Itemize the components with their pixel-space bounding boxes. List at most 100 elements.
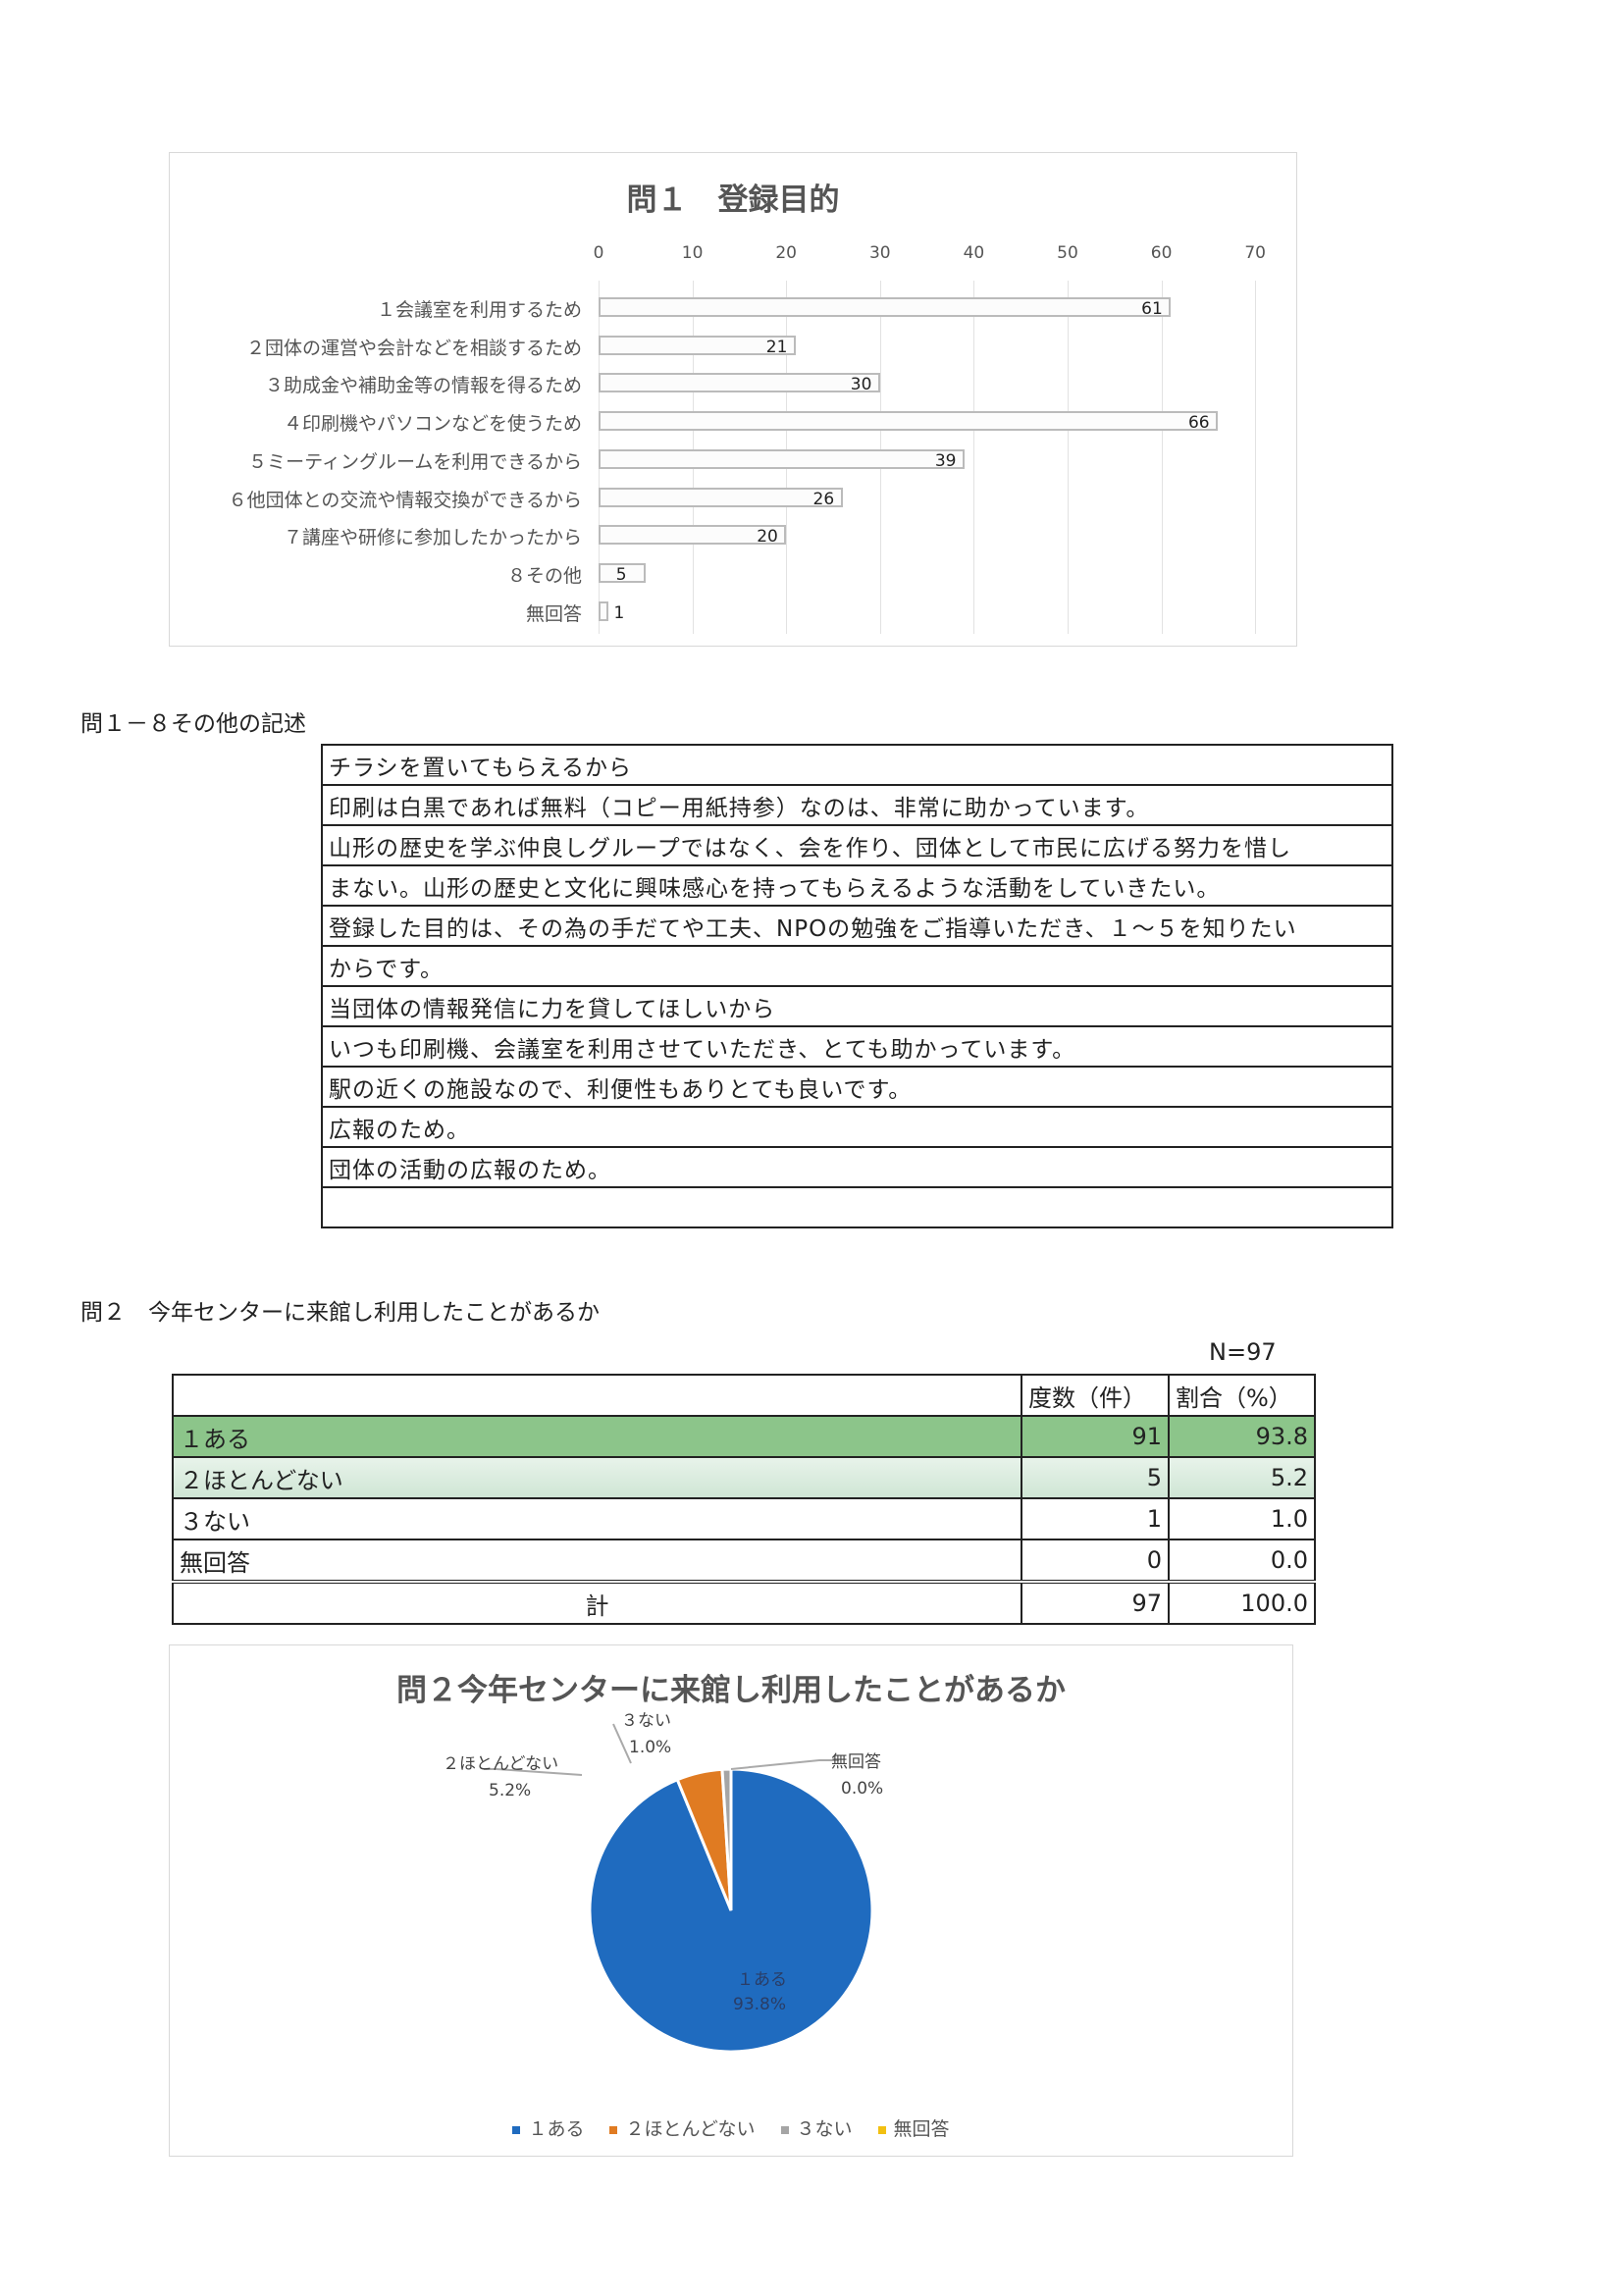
bar-value-label: 21 bbox=[765, 337, 788, 357]
comment-cell: からです。 bbox=[321, 945, 1393, 987]
label-cell: ２ほとんどない bbox=[172, 1456, 1022, 1499]
bar bbox=[599, 297, 1172, 317]
label-cell: ３ない bbox=[172, 1497, 1022, 1540]
legend-item: 無回答 bbox=[877, 2114, 950, 2141]
chart-title: 問１ 登録目的 bbox=[626, 183, 840, 218]
label-cell bbox=[172, 1374, 1022, 1417]
pie-svg bbox=[484, 1723, 874, 2054]
axis-tick-label: 70 bbox=[1244, 243, 1267, 263]
bar bbox=[599, 600, 608, 621]
table-row: まない。山形の歴史と文化に興味感心を持ってもらえるような活動をしていきたい。 bbox=[321, 864, 1393, 907]
table-row: 当団体の情報発信に力を貸してほしいから bbox=[321, 985, 1393, 1027]
table-row: チラシを置いてもらえるから bbox=[321, 744, 1393, 786]
table-row: いつも印刷機、会議室を利用させていただき、とても助かっています。 bbox=[321, 1025, 1393, 1068]
bar bbox=[599, 411, 1218, 432]
comment-cell: まない。山形の歴史と文化に興味感心を持ってもらえるような活動をしていきたい。 bbox=[321, 864, 1393, 907]
table-row: 無回答 0 0.0 bbox=[172, 1539, 1316, 1583]
legend-item: ３ない bbox=[780, 2114, 853, 2141]
comment-cell: 当団体の情報発信に力を貸してほしいから bbox=[321, 985, 1393, 1027]
comment-cell: 印刷は白黒であれば無料（コピー用紙持参）なのは、非常に助かっています。 bbox=[321, 784, 1393, 826]
bar bbox=[599, 335, 796, 355]
axis-tick-label: 10 bbox=[681, 243, 704, 263]
sample-size: N=97 bbox=[1209, 1338, 1277, 1366]
bar-value-label: 20 bbox=[757, 527, 778, 548]
bar bbox=[599, 448, 965, 469]
q1-other-table: チラシを置いてもらえるから 印刷は白黒であれば無料（コピー用紙持参）なのは、非常に… bbox=[321, 744, 1393, 1228]
bar-value-label: 1 bbox=[613, 602, 625, 623]
value-cell: 100.0 bbox=[1168, 1581, 1316, 1625]
category-label: ４印刷機やパソコンなどを使うため bbox=[283, 413, 582, 436]
data-label: 93.8% bbox=[733, 1995, 787, 2014]
bar-chart-registration-purpose: 問１ 登録目的 0 10 20 30 40 50 60 70 １会議室を利用するため 61 ２団体の… bbox=[169, 152, 1297, 647]
category-label: ７講座や研修に参加したかったから bbox=[283, 527, 582, 549]
axis-tick-label: 50 bbox=[1057, 243, 1078, 263]
chart-title: 問２今年センターに来館し利用したことがあるか bbox=[396, 1673, 1066, 1708]
table-row: １ある 91 93.8 bbox=[172, 1415, 1316, 1458]
legend-label: ３ない bbox=[796, 2118, 853, 2140]
axis-tick-label: 30 bbox=[868, 243, 891, 263]
category-label: 無回答 bbox=[525, 602, 582, 625]
legend-label: １ある bbox=[528, 2118, 585, 2140]
category-label: ６他団体との交流や情報交換ができるから bbox=[228, 489, 582, 511]
pie-slice bbox=[720, 1767, 733, 1911]
data-label: 無回答 bbox=[831, 1752, 881, 1772]
comment-cell: 山形の歴史を学ぶ仲良しグループではなく、会を作り、団体として市民に広げる努力を惜… bbox=[321, 824, 1393, 866]
table-row: 団体の活動の広報のため。 bbox=[321, 1146, 1393, 1188]
legend-label: ２ほとんどない bbox=[625, 2118, 756, 2140]
value-cell: 97 bbox=[1021, 1581, 1170, 1625]
legend: １ある ２ほとんどない ３ない 無回答 bbox=[170, 2114, 1292, 2141]
value-cell: 5.2 bbox=[1168, 1456, 1316, 1499]
bar-value-label: 30 bbox=[850, 375, 872, 395]
bar bbox=[599, 562, 646, 583]
category-label: ２団体の運営や会計などを相談するため bbox=[245, 337, 582, 359]
data-label: 5.2% bbox=[489, 1781, 532, 1800]
bar bbox=[599, 487, 843, 507]
data-label: 1.0% bbox=[629, 1738, 672, 1757]
label-cell: 計 bbox=[172, 1581, 1022, 1625]
table-row: 計 97 100.0 bbox=[172, 1581, 1316, 1625]
table-row: 度数（件） 割合（%） bbox=[172, 1374, 1316, 1417]
legend-label: 無回答 bbox=[893, 2118, 950, 2140]
category-label: ５ミーティングルームを利用できるから bbox=[248, 450, 582, 473]
category-label: ８その他 bbox=[506, 564, 582, 587]
axis-tick-label: 60 bbox=[1150, 243, 1173, 263]
bar-value-label: 26 bbox=[812, 489, 835, 509]
comment-cell: 団体の活動の広報のため。 bbox=[321, 1146, 1393, 1188]
data-label: 0.0% bbox=[841, 1779, 884, 1799]
label-cell: 無回答 bbox=[172, 1539, 1022, 1583]
q2-heading: 問２ 今年センターに来館し利用したことがあるか bbox=[80, 1300, 600, 1326]
category-label: １会議室を利用するため bbox=[376, 299, 582, 321]
table-row: からです。 bbox=[321, 945, 1393, 987]
value-cell: 91 bbox=[1021, 1415, 1170, 1458]
leader-line bbox=[484, 1768, 583, 1776]
table-row bbox=[321, 1186, 1393, 1228]
table-row: 広報のため。 bbox=[321, 1106, 1393, 1148]
legend-item: ２ほとんどない bbox=[609, 2114, 756, 2141]
table-row: 山形の歴史を学ぶ仲良しグループではなく、会を作り、団体として市民に広げる努力を惜… bbox=[321, 824, 1393, 866]
value-cell: 1.0 bbox=[1168, 1497, 1316, 1540]
legend-item: １ある bbox=[512, 2114, 584, 2141]
bar-value-label: 61 bbox=[1141, 299, 1163, 319]
comment-cell: 広報のため。 bbox=[321, 1106, 1393, 1148]
axis-tick-label: 0 bbox=[593, 243, 604, 263]
axis-tick-label: 40 bbox=[963, 243, 985, 263]
gridline bbox=[1161, 281, 1163, 634]
q2-table: 度数（件） 割合（%） １ある 91 93.8 ２ほとんどない 5 5.2 ３ない 1 1.0 無回答… bbox=[172, 1374, 1316, 1625]
value-cell: 度数（件） bbox=[1021, 1374, 1170, 1417]
table-row: 登録した目的は、その為の手だてや工夫、NPOの勉強をご指導いただき、１～５を知り… bbox=[321, 905, 1393, 947]
bar-value-label: 39 bbox=[934, 450, 957, 471]
axis-tick-label: 20 bbox=[775, 243, 798, 263]
value-cell: 0.0 bbox=[1168, 1539, 1316, 1583]
bar bbox=[599, 373, 880, 393]
comment-cell: 駅の近くの施設なので、利便性もありとても良いです。 bbox=[321, 1066, 1393, 1108]
value-cell: 割合（%） bbox=[1168, 1374, 1316, 1417]
value-cell: 0 bbox=[1021, 1539, 1170, 1583]
legend-swatch-icon bbox=[877, 2125, 886, 2134]
table-row: 駅の近くの施設なので、利便性もありとても良いです。 bbox=[321, 1066, 1393, 1108]
value-cell: 1 bbox=[1021, 1497, 1170, 1540]
legend-swatch-icon bbox=[780, 2125, 789, 2134]
value-cell: 5 bbox=[1021, 1456, 1170, 1499]
table-row: ３ない 1 1.0 bbox=[172, 1497, 1316, 1540]
comment-cell: 登録した目的は、その為の手だてや工夫、NPOの勉強をご指導いただき、１～５を知り… bbox=[321, 905, 1393, 947]
data-label: ３ない bbox=[621, 1711, 671, 1731]
